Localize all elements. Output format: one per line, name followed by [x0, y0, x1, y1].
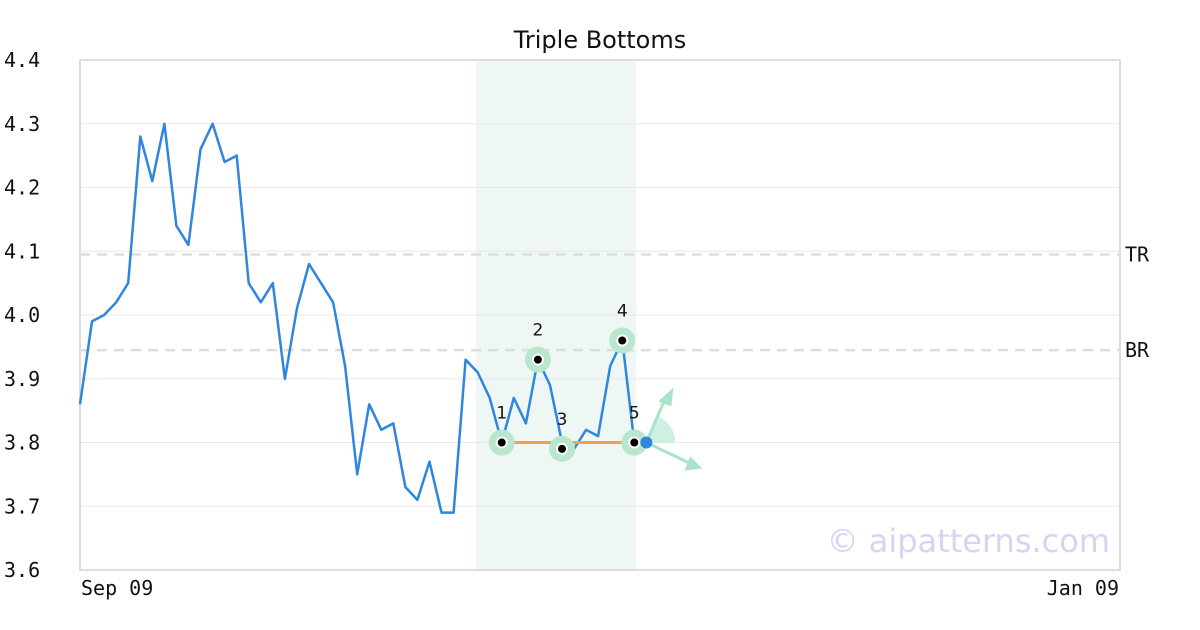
pattern-point-label: 1: [496, 404, 507, 424]
up-arrow-head: [658, 387, 674, 407]
y-tick-label: 3.7: [4, 494, 40, 518]
pattern-point-dot: [556, 442, 568, 455]
pattern-point-dot: [531, 353, 544, 366]
level-lines: TR BR: [80, 242, 1150, 362]
y-tick-label: 4.3: [4, 112, 40, 136]
pattern-point-label: 3: [557, 410, 568, 430]
y-tick-label: 3.9: [4, 367, 40, 391]
level-label: TR: [1125, 242, 1150, 266]
y-tick-label: 3.8: [4, 431, 40, 455]
angle-sector: [646, 416, 676, 443]
y-tick-label: 4.1: [4, 239, 40, 263]
pattern-point-label: 2: [532, 321, 543, 341]
pattern-markers: 1 2 3 4 5: [488, 302, 648, 462]
y-tick-label: 4.4: [4, 48, 40, 72]
price-series-line: [78, 122, 647, 514]
pattern-point-label: 5: [629, 404, 640, 424]
y-tick-label: 3.6: [4, 558, 40, 582]
up-arrow-shaft: [644, 399, 666, 444]
chart-title: Triple Bottoms: [513, 26, 687, 54]
pattern-point-dot: [495, 436, 508, 449]
last-point-marker: [640, 436, 653, 449]
y-axis-ticks: 3.6 3.7 3.8 3.9 4.0 4.1 4.2 4.3 4.4: [4, 48, 40, 582]
y-tick-label: 4.0: [4, 303, 40, 327]
down-arrow-shaft: [645, 441, 689, 464]
x-tick-label: Sep 09: [81, 576, 153, 600]
y-tick-label: 4.2: [4, 176, 40, 200]
down-arrow-head: [684, 456, 703, 471]
x-tick-label: Jan 09: [1047, 576, 1119, 600]
x-axis-ticks: Sep 09 Jan 09: [81, 576, 1119, 600]
pattern-point-dot: [616, 334, 629, 347]
level-label: BR: [1125, 338, 1150, 362]
watermark: © aipatterns.com: [827, 522, 1110, 560]
plot-frame: [79, 59, 1121, 571]
pattern-point-dot: [628, 436, 641, 449]
projection-arrows: [644, 387, 703, 471]
pattern-point-label: 4: [617, 302, 628, 322]
